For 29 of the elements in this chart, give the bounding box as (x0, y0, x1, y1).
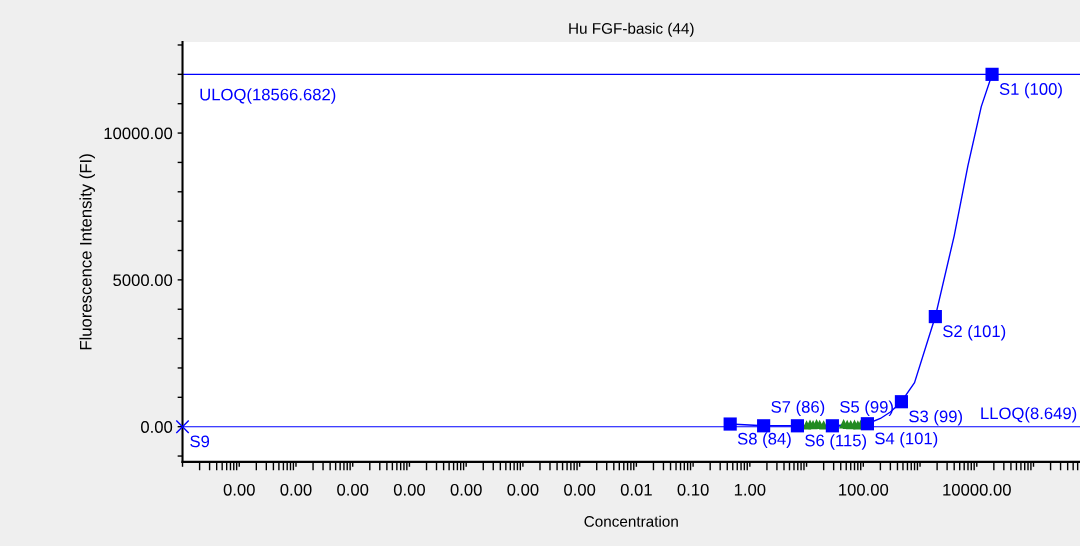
annotation: S3 (99) (909, 410, 962, 426)
annotation: S8 (84) (737, 432, 791, 448)
y-axis-title: Fluorescence Intensity (FI) (79, 154, 95, 350)
ref-line-label: LLOQ(8.649) (981, 406, 1077, 423)
x-tick-label: 0.00 (223, 483, 255, 496)
x-tick-label: 100.00 (839, 483, 889, 496)
annotation: S9 (190, 435, 210, 448)
ref-line-label: ULOQ(18566.682) (200, 88, 336, 104)
x-tick-label: 1.00 (734, 483, 766, 496)
annotation: S5 (99) (840, 400, 893, 417)
annotation: S1 (100) (999, 82, 1062, 99)
annotation: S7 (86) (771, 400, 825, 417)
chart-title: Hu FGF-basic (44) (569, 22, 694, 37)
x-tick-label: 0.01 (620, 483, 652, 496)
x-tick-label: 0.00 (450, 483, 482, 496)
annotation: S2 (101) (943, 324, 1006, 341)
x-tick-label: 10000.00 (943, 483, 1011, 496)
annotation: S4 (101) (875, 432, 938, 448)
x-tick-label: 0.00 (564, 483, 596, 496)
y-tick-label: 10000.00 (104, 127, 173, 140)
x-tick-label: 0.00 (337, 483, 369, 496)
annotation: S6 (115) (805, 434, 867, 450)
x-tick-label: 0.00 (393, 483, 426, 496)
x-tick-label: 0.00 (280, 483, 312, 496)
y-tick-label: 0.00 (141, 421, 173, 433)
y-tick-label: 5000.00 (113, 274, 173, 287)
x-tick-label: 0.00 (507, 483, 539, 496)
x-axis-title: Concentration (584, 515, 678, 527)
x-tick-label: 0.10 (677, 483, 709, 496)
